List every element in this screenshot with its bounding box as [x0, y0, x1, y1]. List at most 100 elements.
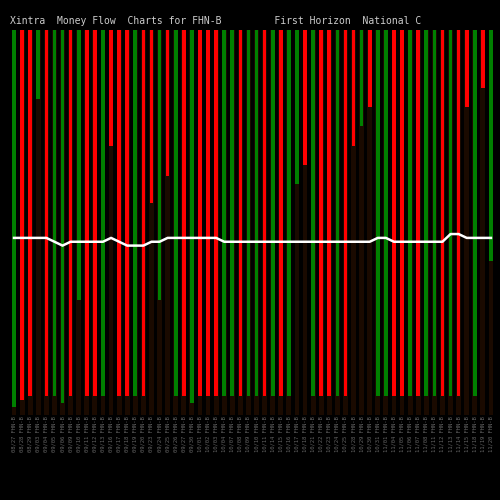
Bar: [214, 30, 218, 396]
Bar: [456, 30, 461, 415]
Bar: [481, 30, 484, 88]
Bar: [157, 30, 162, 415]
Bar: [36, 30, 40, 100]
Bar: [464, 30, 469, 415]
Bar: [424, 30, 428, 415]
Bar: [238, 30, 243, 415]
Bar: [392, 30, 396, 415]
Bar: [400, 30, 404, 415]
Bar: [312, 30, 315, 396]
Bar: [335, 30, 340, 415]
Bar: [150, 30, 154, 203]
Bar: [488, 30, 494, 415]
Bar: [384, 30, 388, 415]
Bar: [118, 30, 121, 396]
Bar: [108, 30, 114, 415]
Bar: [294, 30, 300, 415]
Bar: [126, 30, 129, 396]
Bar: [238, 30, 242, 396]
Bar: [198, 30, 202, 415]
Bar: [20, 30, 24, 415]
Bar: [68, 30, 73, 415]
Bar: [271, 30, 274, 396]
Bar: [303, 30, 307, 164]
Bar: [263, 30, 266, 396]
Bar: [166, 30, 170, 176]
Bar: [230, 30, 234, 415]
Bar: [279, 30, 282, 396]
Bar: [359, 30, 364, 415]
Bar: [44, 30, 49, 415]
Bar: [448, 30, 452, 396]
Bar: [92, 30, 98, 415]
Bar: [473, 30, 476, 396]
Bar: [28, 30, 32, 415]
Bar: [408, 30, 412, 396]
Bar: [254, 30, 258, 396]
Bar: [174, 30, 178, 396]
Bar: [424, 30, 428, 396]
Bar: [198, 30, 202, 396]
Bar: [336, 30, 339, 396]
Bar: [343, 30, 348, 415]
Bar: [368, 30, 372, 107]
Bar: [182, 30, 186, 415]
Bar: [222, 30, 226, 415]
Bar: [52, 30, 57, 415]
Bar: [376, 30, 380, 415]
Bar: [214, 30, 218, 415]
Bar: [328, 30, 331, 396]
Bar: [351, 30, 356, 415]
Bar: [400, 30, 404, 396]
Bar: [286, 30, 292, 415]
Bar: [109, 30, 113, 146]
Bar: [278, 30, 283, 415]
Bar: [44, 30, 48, 396]
Bar: [368, 30, 372, 415]
Bar: [440, 30, 444, 396]
Bar: [20, 30, 24, 400]
Bar: [52, 30, 56, 396]
Bar: [352, 30, 356, 146]
Bar: [246, 30, 251, 415]
Bar: [165, 30, 170, 415]
Text: Xintra  Money Flow  Charts for FHN-B         First Horizon  National C: Xintra Money Flow Charts for FHN-B First…: [10, 16, 421, 26]
Bar: [206, 30, 210, 396]
Bar: [320, 30, 323, 396]
Bar: [270, 30, 275, 415]
Bar: [319, 30, 324, 415]
Bar: [77, 30, 80, 299]
Bar: [408, 30, 412, 415]
Bar: [344, 30, 347, 396]
Bar: [416, 30, 420, 396]
Bar: [287, 30, 290, 396]
Bar: [100, 30, 105, 415]
Bar: [432, 30, 436, 396]
Bar: [392, 30, 396, 396]
Bar: [489, 30, 493, 261]
Bar: [76, 30, 81, 415]
Bar: [158, 30, 162, 299]
Bar: [36, 30, 40, 415]
Bar: [432, 30, 437, 415]
Bar: [262, 30, 267, 415]
Bar: [360, 30, 364, 126]
Bar: [246, 30, 250, 396]
Bar: [190, 30, 194, 404]
Bar: [84, 30, 89, 415]
Bar: [384, 30, 388, 396]
Bar: [60, 30, 65, 415]
Bar: [416, 30, 420, 415]
Bar: [12, 30, 16, 407]
Bar: [254, 30, 259, 415]
Bar: [448, 30, 453, 415]
Bar: [60, 30, 64, 404]
Bar: [142, 30, 145, 396]
Bar: [295, 30, 299, 184]
Bar: [480, 30, 486, 415]
Bar: [190, 30, 194, 415]
Bar: [101, 30, 105, 396]
Bar: [327, 30, 332, 415]
Bar: [85, 30, 88, 396]
Bar: [457, 30, 460, 396]
